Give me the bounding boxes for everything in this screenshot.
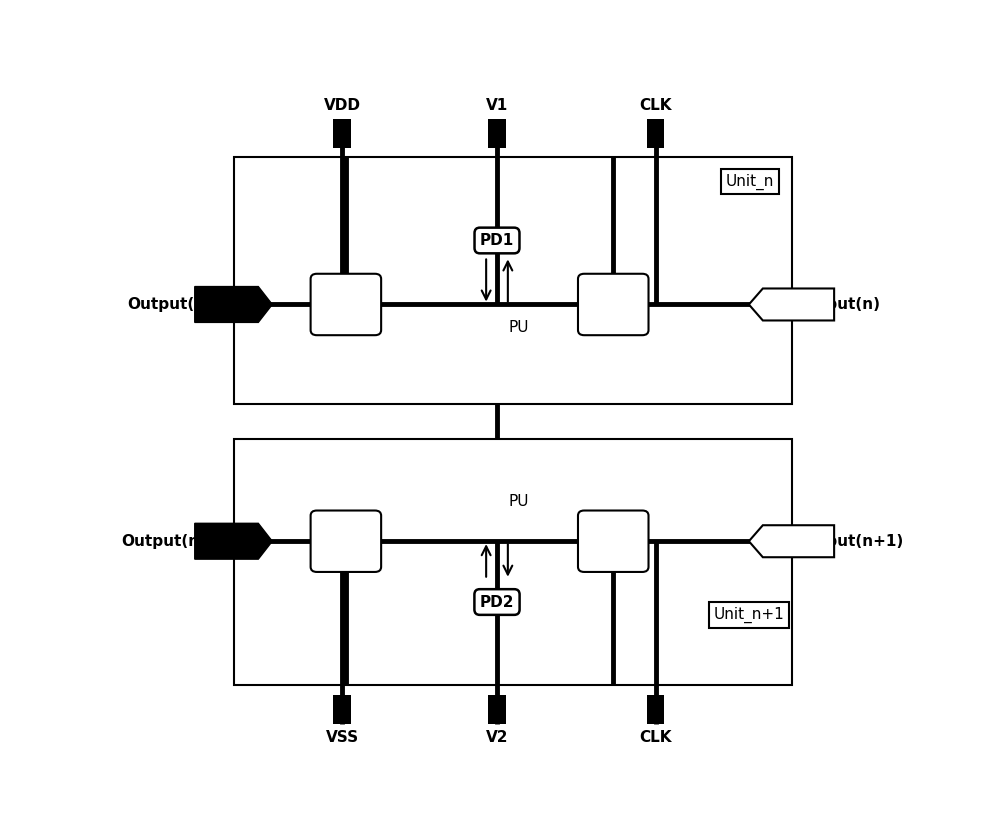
Text: PD2: PD2	[480, 594, 514, 609]
Text: CLK: CLK	[640, 97, 672, 112]
FancyBboxPatch shape	[578, 273, 649, 335]
Bar	[333, 695, 351, 724]
Text: Output(n-2): Output(n-2)	[128, 297, 230, 312]
Polygon shape	[195, 524, 272, 559]
Bar	[333, 119, 351, 148]
Text: V1: V1	[486, 97, 508, 112]
Text: Output(n+1): Output(n+1)	[795, 534, 904, 548]
Text: VSS: VSS	[325, 730, 359, 745]
Polygon shape	[749, 525, 834, 558]
Text: PU: PU	[509, 321, 529, 336]
Text: Output(n+3): Output(n+3)	[121, 534, 230, 548]
Bar	[647, 119, 664, 148]
Bar	[234, 157, 792, 404]
Text: PU: PU	[509, 494, 529, 509]
Text: Output(n): Output(n)	[795, 297, 880, 312]
Bar	[488, 119, 506, 148]
Polygon shape	[195, 287, 272, 322]
Text: Unit_n: Unit_n	[726, 174, 774, 189]
Text: V2: V2	[486, 730, 508, 745]
Text: PD1: PD1	[480, 233, 514, 248]
Bar	[488, 695, 506, 724]
Bar	[647, 695, 664, 724]
FancyBboxPatch shape	[311, 273, 381, 335]
Text: CLK: CLK	[640, 730, 672, 745]
FancyBboxPatch shape	[578, 510, 649, 572]
Text: Unit_n+1: Unit_n+1	[714, 607, 785, 623]
Text: VDD: VDD	[324, 97, 360, 112]
Polygon shape	[749, 288, 834, 321]
Bar	[234, 439, 792, 686]
FancyBboxPatch shape	[311, 510, 381, 572]
